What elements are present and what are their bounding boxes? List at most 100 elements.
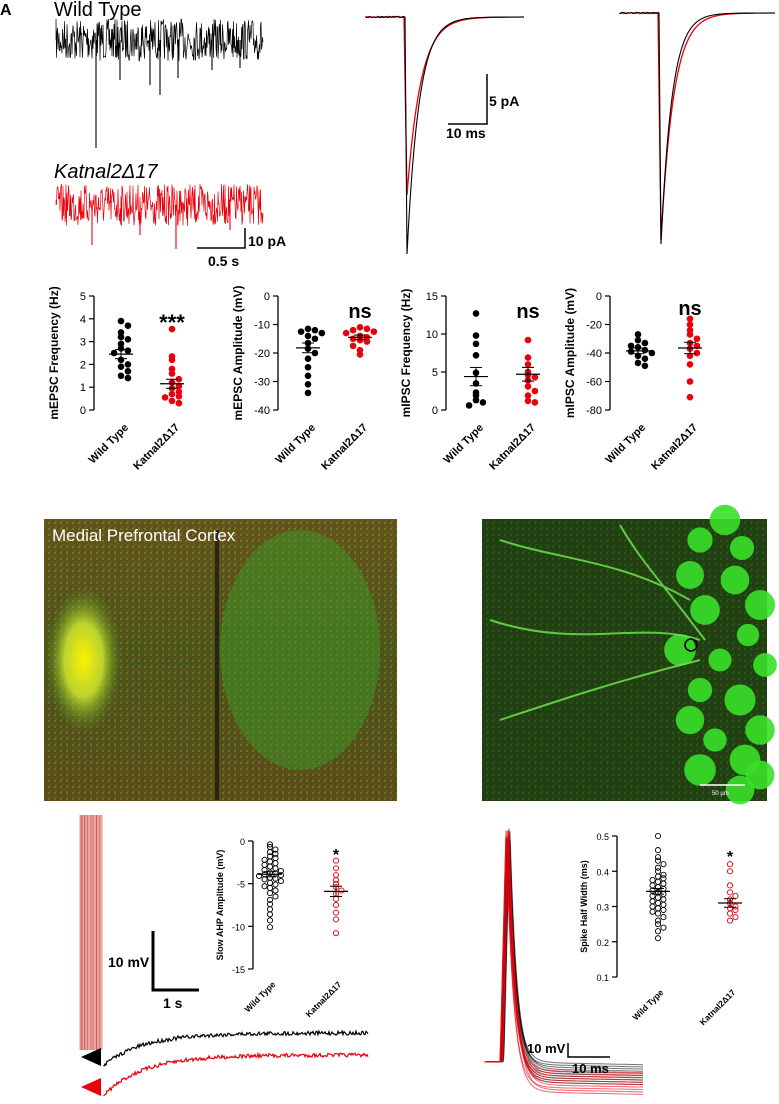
neuron-soma — [724, 684, 756, 716]
data-point — [332, 895, 340, 903]
data-point — [660, 871, 667, 878]
data-point — [732, 914, 739, 921]
x-category-label: Katnal2Δ17 — [698, 987, 738, 1027]
data-point — [641, 362, 649, 370]
significance-label: ns — [348, 301, 371, 323]
data-point — [472, 310, 480, 317]
data-point — [332, 916, 340, 923]
data-point — [349, 326, 357, 334]
data-point — [168, 325, 176, 333]
neuron-soma — [729, 535, 755, 561]
neuron-soma — [690, 595, 720, 625]
y-tick-label: 0.5 — [596, 832, 609, 842]
data-point — [304, 363, 312, 371]
data-point — [693, 335, 701, 343]
data-point — [686, 361, 694, 368]
data-point — [654, 910, 662, 917]
average-trace — [365, 15, 524, 255]
data-point — [693, 349, 701, 357]
significance-label: * — [727, 849, 734, 866]
data-point — [641, 355, 649, 363]
data-point — [272, 846, 279, 853]
data-point — [266, 879, 274, 886]
noise-trace — [55, 18, 264, 62]
data-point — [266, 906, 274, 913]
neuron-soma — [745, 590, 775, 620]
y-tick-label: 0 — [80, 405, 86, 417]
neuron-soma — [684, 754, 716, 786]
data-point — [732, 892, 739, 899]
noise-trace — [55, 183, 264, 226]
data-point — [660, 896, 667, 903]
data-point — [272, 850, 279, 857]
data-point — [338, 887, 345, 894]
data-point — [297, 328, 305, 335]
data-point — [686, 393, 694, 401]
y-tick-label: 1 — [80, 382, 86, 394]
data-point — [531, 387, 539, 395]
data-point — [524, 361, 532, 368]
data-point — [363, 325, 371, 333]
neuron-somata — [664, 504, 777, 805]
y-tick-label: 5 — [432, 367, 438, 379]
data-point — [472, 332, 480, 339]
data-point — [654, 864, 662, 871]
y-tick-label: -30 — [254, 377, 270, 389]
data-point — [732, 903, 739, 910]
raw-scalebar: 10 pA 0.5 s — [197, 228, 286, 269]
data-point — [124, 322, 132, 329]
data-point — [654, 832, 662, 840]
y-axis-label: Spike Half Width (ms) — [579, 860, 589, 952]
significance-label: * — [333, 847, 340, 864]
data-point — [272, 865, 279, 872]
y-tick-label: 5 — [80, 291, 86, 303]
data-point — [332, 930, 340, 937]
x-category-label: Wild Type — [242, 979, 277, 1014]
data-point — [161, 394, 169, 401]
data-point — [168, 370, 176, 377]
x-category-label: Wild Type — [442, 422, 487, 467]
x-category-label: Katnal2Δ17 — [131, 422, 182, 473]
data-point — [686, 331, 694, 338]
data-point — [261, 866, 268, 874]
data-point — [266, 849, 274, 856]
neuron-soma — [725, 775, 755, 805]
data-point — [318, 329, 326, 337]
mepsc-amplitude-chart: 0 -10 -20 -30 -40 mEPSC Amplitude (mV) Wild Ty… — [231, 286, 378, 472]
image-scalebar-label: 50 µm — [712, 791, 729, 797]
raw-scalebar-x-label: 0.5 s — [208, 253, 239, 269]
recorded-cell-marker — [684, 638, 698, 652]
spike-sweep — [484, 836, 643, 1093]
data-point — [686, 378, 694, 385]
data-point — [117, 356, 125, 364]
data-point — [342, 329, 350, 337]
x-category-label: Wild Type — [604, 422, 649, 467]
neuron-soma — [709, 504, 741, 536]
data-point — [634, 344, 642, 351]
data-point — [277, 878, 284, 885]
y-tick-label: -5 — [237, 880, 245, 890]
y-tick-label: -40 — [254, 405, 270, 417]
neuron-soma — [745, 760, 775, 790]
data-point — [654, 917, 662, 924]
mipsc-amplitude-chart: 0 -20 -40 -60 -80 mIPSC Amplitude (mV) Wild Ty… — [563, 288, 702, 472]
data-point — [726, 868, 734, 875]
neuron-soma — [675, 705, 705, 735]
data-point — [654, 935, 662, 942]
data-point — [648, 349, 656, 357]
data-point — [654, 928, 662, 935]
neuron-soma — [687, 677, 713, 703]
y-tick-label: 2 — [80, 359, 86, 371]
data-point — [304, 355, 312, 363]
y-tick-label: -60 — [586, 377, 602, 389]
data-point — [311, 326, 319, 334]
y-tick-label: -10 — [254, 320, 270, 332]
data-point — [124, 374, 132, 382]
panel-letter: A — [0, 2, 12, 19]
data-point — [531, 399, 539, 406]
y-tick-label: 0 — [596, 291, 602, 303]
data-point — [261, 883, 268, 890]
average-scalebar-x-label: 10 ms — [446, 125, 486, 141]
neuron-soma — [745, 715, 775, 745]
